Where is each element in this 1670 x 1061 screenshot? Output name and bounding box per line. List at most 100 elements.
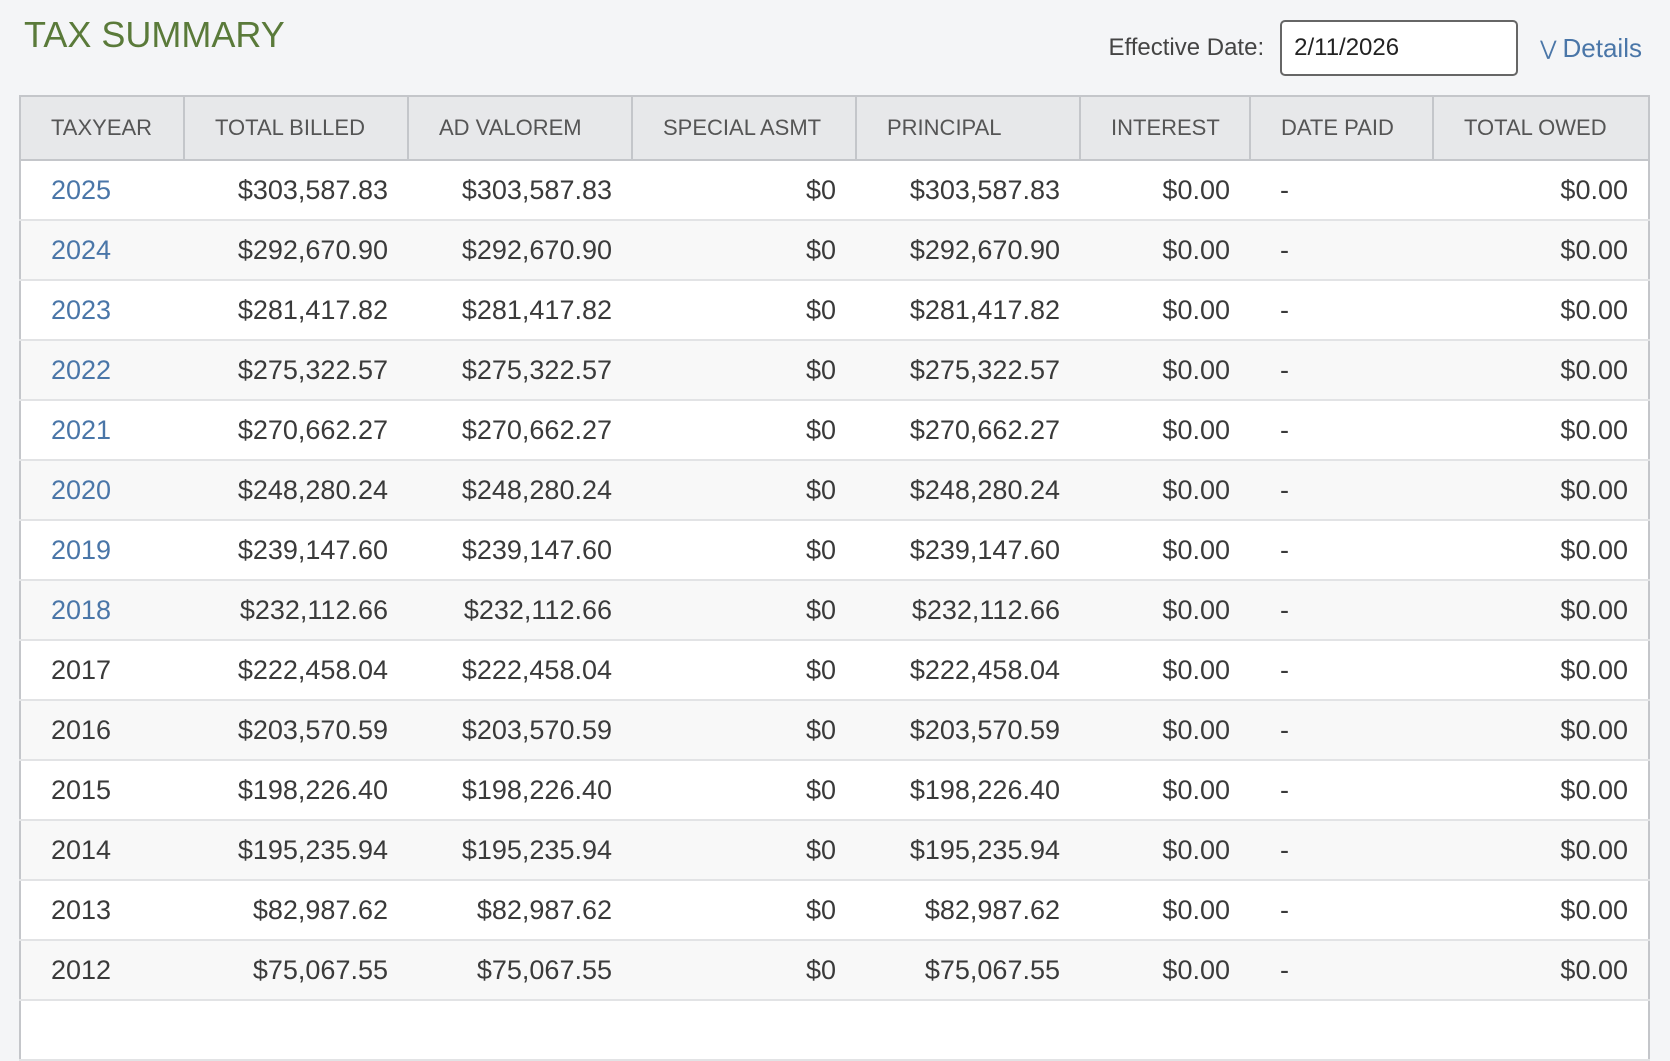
details-label: Details bbox=[1562, 32, 1642, 63]
table-row: 2021 $270,662.27 $270,662.27 $0 $270,662.27 $… bbox=[20, 400, 1649, 461]
cell-total-owed: $0.00 bbox=[1433, 220, 1649, 281]
cell-ad-valorem: $303,587.83 bbox=[408, 160, 632, 221]
cell-taxyear: 2014 bbox=[20, 820, 184, 881]
cell-date-paid: - bbox=[1250, 220, 1433, 281]
table-row: 2013 $82,987.62 $82,987.62 $0 $82,987.62 $0.0… bbox=[20, 880, 1649, 941]
cell-date-paid: - bbox=[1250, 400, 1433, 461]
cell-taxyear: 2016 bbox=[20, 700, 184, 761]
cell-total-billed: $281,417.82 bbox=[184, 280, 408, 341]
cell-total-billed: $292,670.90 bbox=[184, 220, 408, 281]
cell-total-billed: $270,662.27 bbox=[184, 400, 408, 461]
cell-taxyear: 2024 bbox=[20, 220, 184, 281]
cell-date-paid: - bbox=[1250, 160, 1433, 221]
cell-ad-valorem: $275,322.57 bbox=[408, 340, 632, 401]
taxyear-link[interactable]: 2025 bbox=[51, 174, 112, 205]
cell-empty bbox=[20, 1000, 184, 1061]
cell-total-owed: $0.00 bbox=[1433, 820, 1649, 881]
cell-ad-valorem: $292,670.90 bbox=[408, 220, 632, 281]
cell-date-paid: - bbox=[1250, 460, 1433, 521]
taxyear-link[interactable]: 2018 bbox=[51, 594, 112, 625]
column-header-total-owed: TOTAL OWED bbox=[1433, 96, 1649, 161]
table-row: 2022 $275,322.57 $275,322.57 $0 $275,322.57 $… bbox=[20, 340, 1649, 401]
table-row: 2020 $248,280.24 $248,280.24 $0 $248,280.24 $… bbox=[20, 460, 1649, 521]
cell-interest: $0.00 bbox=[1080, 760, 1250, 821]
cell-total-owed: $0.00 bbox=[1433, 700, 1649, 761]
cell-empty bbox=[1080, 1000, 1250, 1061]
cell-taxyear: 2020 bbox=[20, 460, 184, 521]
cell-taxyear: 2023 bbox=[20, 280, 184, 341]
cell-principal: $75,067.55 bbox=[856, 940, 1080, 1001]
cell-interest: $0.00 bbox=[1080, 280, 1250, 341]
cell-principal: $195,235.94 bbox=[856, 820, 1080, 881]
cell-special-asmt: $0 bbox=[632, 880, 856, 941]
cell-special-asmt: $0 bbox=[632, 340, 856, 401]
cell-taxyear: 2012 bbox=[20, 940, 184, 1001]
cell-total-billed: $222,458.04 bbox=[184, 640, 408, 701]
cell-total-billed: $248,280.24 bbox=[184, 460, 408, 521]
effective-date-input[interactable] bbox=[1280, 20, 1519, 76]
details-link[interactable]: ⋁ Details bbox=[1540, 33, 1642, 64]
cell-ad-valorem: $281,417.82 bbox=[408, 280, 632, 341]
taxyear-link[interactable]: 2022 bbox=[51, 354, 112, 385]
cell-interest: $0.00 bbox=[1080, 940, 1250, 1001]
page-title: TAX SUMMARY bbox=[24, 14, 285, 55]
cell-taxyear: 2025 bbox=[20, 160, 184, 221]
cell-empty bbox=[856, 1000, 1080, 1061]
cell-total-billed: $75,067.55 bbox=[184, 940, 408, 1001]
cell-total-owed: $0.00 bbox=[1433, 520, 1649, 581]
cell-interest: $0.00 bbox=[1080, 640, 1250, 701]
cell-total-owed: $0.00 bbox=[1433, 160, 1649, 221]
cell-interest: $0.00 bbox=[1080, 580, 1250, 641]
taxyear-link[interactable]: 2020 bbox=[51, 474, 112, 505]
table-row: 2024 $292,670.90 $292,670.90 $0 $292,670.90 $… bbox=[20, 220, 1649, 281]
cell-interest: $0.00 bbox=[1080, 160, 1250, 221]
cell-interest: $0.00 bbox=[1080, 880, 1250, 941]
cell-taxyear: 2021 bbox=[20, 400, 184, 461]
cell-total-billed: $82,987.62 bbox=[184, 880, 408, 941]
cell-empty bbox=[632, 1000, 856, 1061]
cell-date-paid: - bbox=[1250, 580, 1433, 641]
cell-special-asmt: $0 bbox=[632, 460, 856, 521]
cell-date-paid: - bbox=[1250, 820, 1433, 881]
cell-special-asmt: $0 bbox=[632, 820, 856, 881]
taxyear-text: 2015 bbox=[51, 774, 112, 805]
cell-principal: $270,662.27 bbox=[856, 400, 1080, 461]
cell-date-paid: - bbox=[1250, 700, 1433, 761]
effective-date-group: Effective Date: ⋁ Details bbox=[1108, 19, 1670, 77]
cell-principal: $203,570.59 bbox=[856, 700, 1080, 761]
taxyear-link[interactable]: 2024 bbox=[51, 234, 112, 265]
cell-empty bbox=[1433, 1000, 1649, 1061]
cell-taxyear: 2022 bbox=[20, 340, 184, 401]
cell-interest: $0.00 bbox=[1080, 820, 1250, 881]
taxyear-text: 2016 bbox=[51, 714, 112, 745]
column-header-interest: INTEREST bbox=[1080, 96, 1251, 161]
column-header-ad-valorem: AD VALOREM bbox=[408, 96, 633, 161]
effective-date-label: Effective Date: bbox=[1108, 34, 1265, 61]
cell-ad-valorem: $75,067.55 bbox=[408, 940, 632, 1001]
cell-empty bbox=[1250, 1000, 1433, 1061]
table-row: 2016 $203,570.59 $203,570.59 $0 $203,570.59 $… bbox=[20, 700, 1649, 761]
cell-total-billed: $232,112.66 bbox=[184, 580, 408, 641]
cell-total-owed: $0.00 bbox=[1433, 760, 1649, 821]
table-row bbox=[20, 1000, 1649, 1061]
table-header-row: TAXYEAR TOTAL BILLED AD VALOREM SPECIAL ASM… bbox=[20, 96, 1649, 161]
cell-special-asmt: $0 bbox=[632, 220, 856, 281]
cell-total-billed: $303,587.83 bbox=[184, 160, 408, 221]
cell-taxyear: 2019 bbox=[20, 520, 184, 581]
cell-interest: $0.00 bbox=[1080, 220, 1250, 281]
cell-special-asmt: $0 bbox=[632, 700, 856, 761]
cell-ad-valorem: $203,570.59 bbox=[408, 700, 632, 761]
taxyear-text: 2012 bbox=[51, 954, 112, 985]
table-row: 2014 $195,235.94 $195,235.94 $0 $195,235.94 $… bbox=[20, 820, 1649, 881]
table-row: 2015 $198,226.40 $198,226.40 $0 $198,226.40 $… bbox=[20, 760, 1649, 821]
cell-interest: $0.00 bbox=[1080, 700, 1250, 761]
cell-date-paid: - bbox=[1250, 520, 1433, 581]
cell-total-billed: $195,235.94 bbox=[184, 820, 408, 881]
cell-principal: $82,987.62 bbox=[856, 880, 1080, 941]
cell-total-billed: $198,226.40 bbox=[184, 760, 408, 821]
taxyear-link[interactable]: 2021 bbox=[51, 414, 112, 445]
cell-interest: $0.00 bbox=[1080, 460, 1250, 521]
taxyear-link[interactable]: 2023 bbox=[51, 294, 112, 325]
taxyear-link[interactable]: 2019 bbox=[51, 534, 112, 565]
cell-ad-valorem: $270,662.27 bbox=[408, 400, 632, 461]
